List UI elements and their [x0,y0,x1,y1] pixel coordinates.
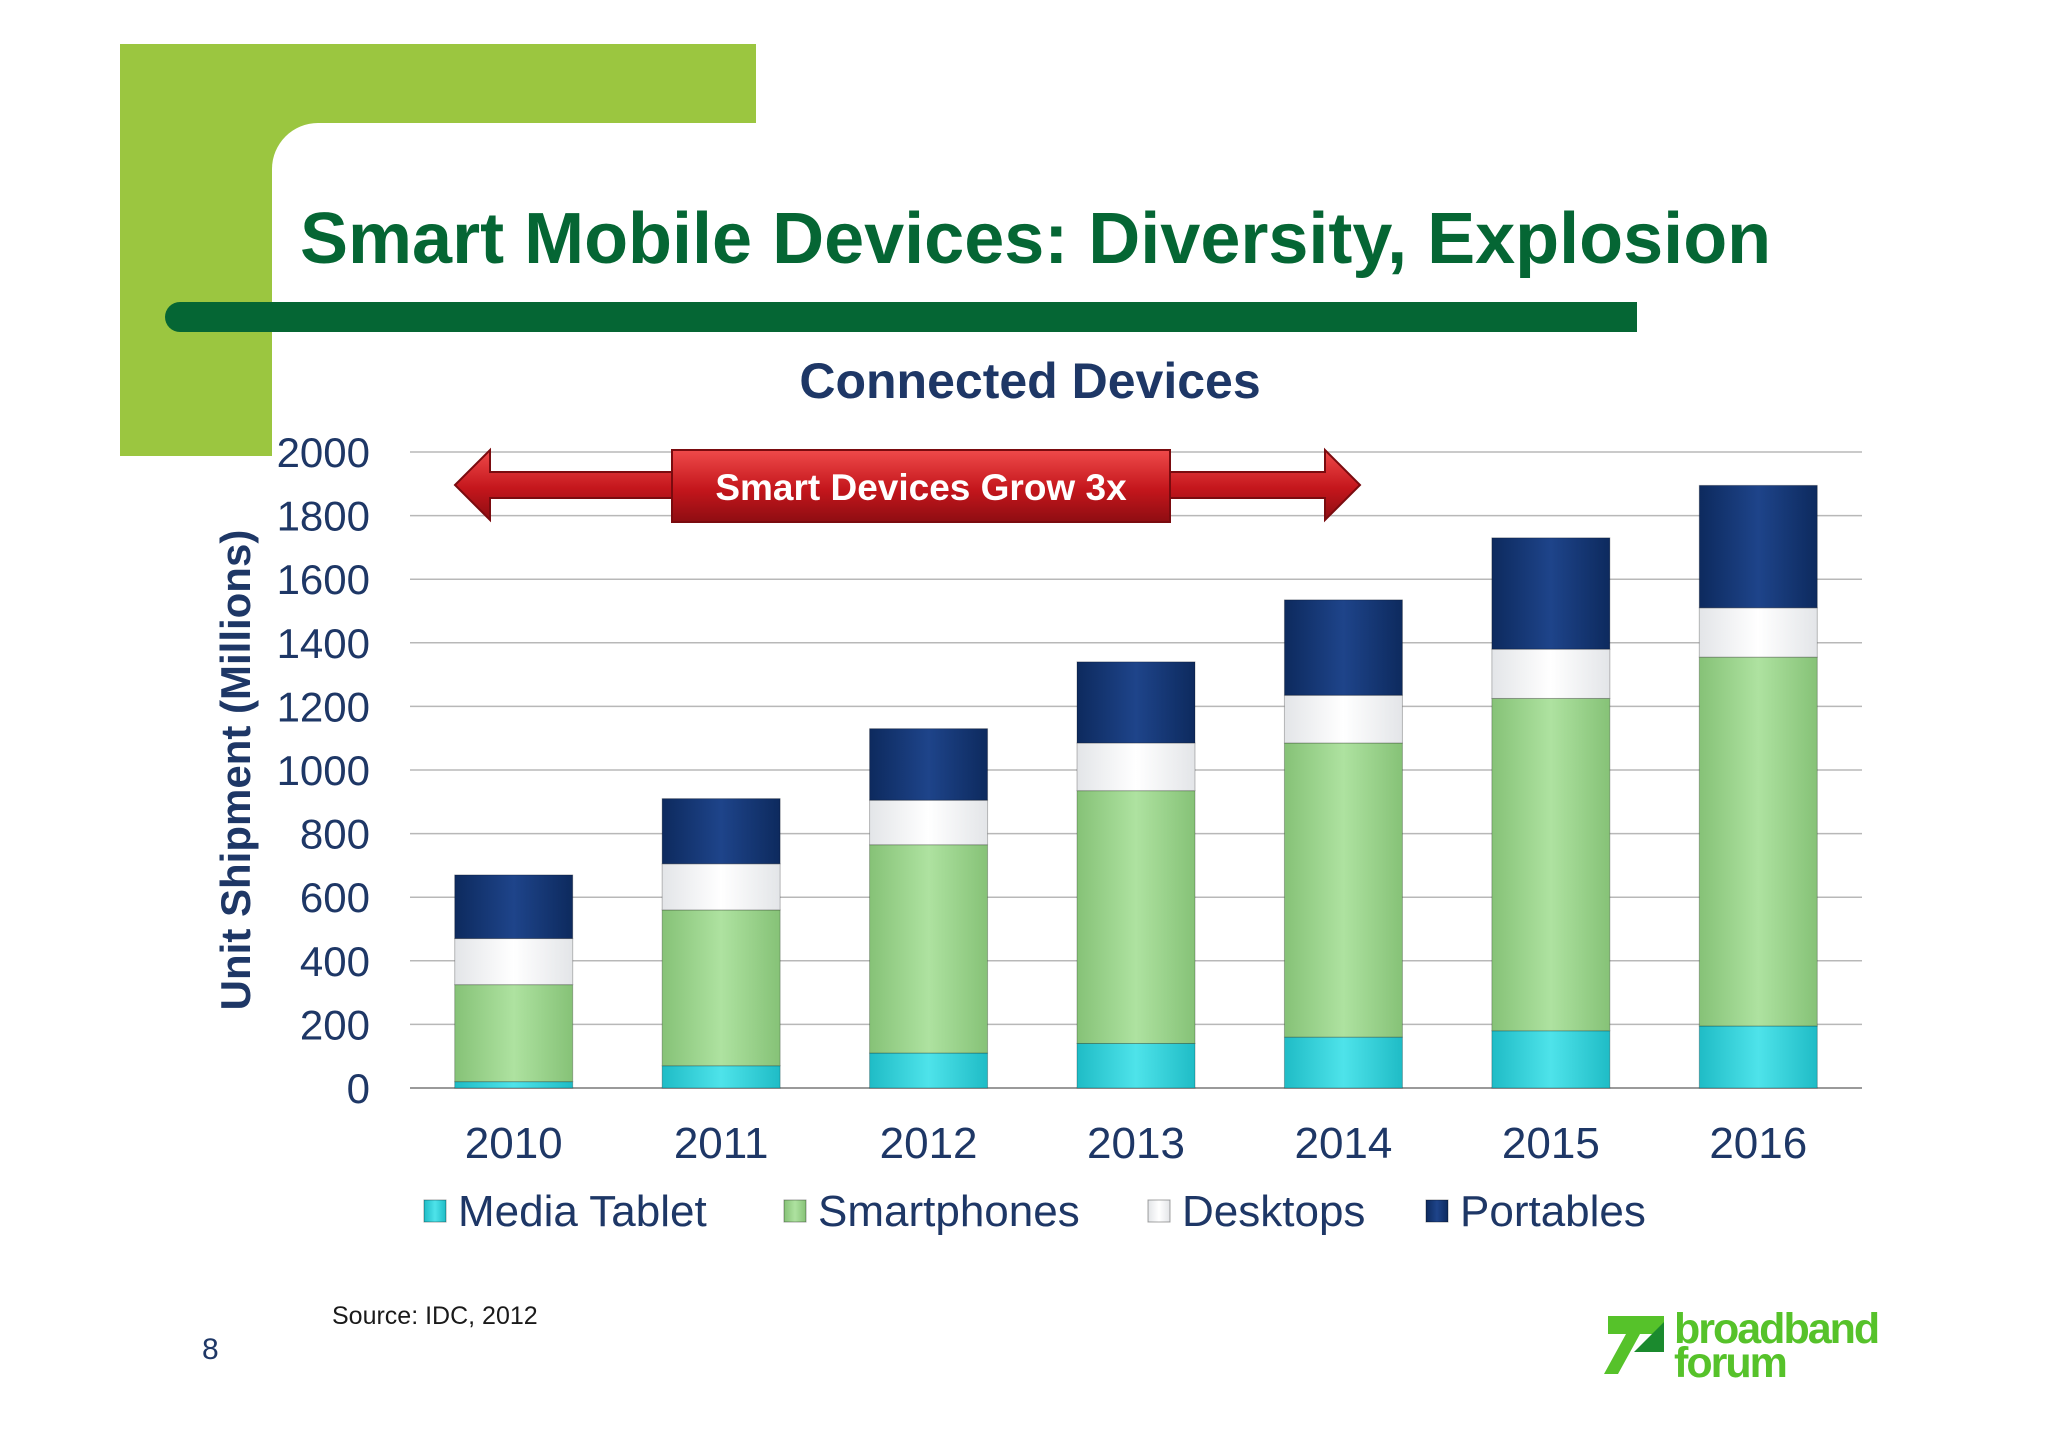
x-tick-label: 2011 [674,1119,769,1168]
x-tick-label: 2013 [1087,1119,1185,1168]
bar-smartphones-2012 [869,844,989,1054]
legend-swatch-media-tablet [423,1199,447,1223]
bar-portables-2013 [1076,661,1196,744]
y-tick-label: 1200 [277,683,370,730]
page-number: 8 [202,1333,219,1366]
y-tick-label: 1400 [277,620,370,667]
y-axis-label: Unit Shipment (Millions) [212,530,259,1011]
y-axis-ticks: 0 200 400 600 800 1000 1200 1400 1600 1800 2000 [277,429,370,1112]
bar-desktops-2013 [1076,742,1196,792]
bar-desktops-2010 [454,938,574,986]
x-tick-label: 2012 [880,1119,978,1168]
source-note: Source: IDC, 2012 [332,1302,538,1330]
x-tick-label: 2015 [1502,1119,1600,1168]
broadband-forum-logo: broadband forum [1604,1305,1914,1387]
y-tick-label: 800 [300,811,370,858]
growth-annotation: Smart Devices Grow 3x [453,447,1362,523]
bar-desktops-2012 [869,799,989,846]
bars [454,484,1818,1089]
chart-title: Connected Devices [799,353,1260,409]
slide-title: Smart Mobile Devices: Diversity, Explosi… [300,199,1772,279]
legend-swatch-desktops [1147,1199,1171,1223]
bar-portables-2012 [869,728,989,801]
title-underline-bar [165,302,1637,332]
bar-media-tablet-2010 [454,1081,574,1089]
growth-annotation-text: Smart Devices Grow 3x [715,467,1127,508]
bar-desktops-2016 [1698,607,1818,658]
bar-portables-2010 [454,874,574,940]
bar-smartphones-2011 [661,909,781,1067]
bar-smartphones-2010 [454,984,574,1083]
y-tick-label: 2000 [277,429,370,476]
legend: Media Tablet Smartphones Desktops Portables [423,1187,1646,1236]
y-tick-label: 1600 [277,556,370,603]
legend-label: Desktops [1182,1187,1365,1236]
y-tick-label: 1800 [277,493,370,540]
bar-media-tablet-2016 [1698,1025,1818,1089]
bar-portables-2011 [661,798,781,865]
bar-media-tablet-2014 [1283,1036,1403,1089]
broadband-forum-logo-mark [1604,1316,1664,1374]
bar-media-tablet-2015 [1491,1030,1611,1089]
bar-portables-2016 [1698,484,1818,609]
bar-smartphones-2016 [1698,656,1818,1027]
legend-label: Portables [1460,1187,1646,1236]
bar-desktops-2014 [1283,694,1403,744]
broadband-forum-logo-text: broadband forum [1674,1305,1880,1387]
legend-swatch-portables [1425,1199,1449,1223]
bar-portables-2015 [1491,537,1611,650]
bar-smartphones-2013 [1076,790,1196,1044]
legend-label: Smartphones [818,1187,1080,1236]
y-tick-label: 400 [300,938,370,985]
legend-swatch-smartphones [783,1199,807,1223]
bar-desktops-2011 [661,863,781,911]
y-tick-label: 600 [300,874,370,921]
y-tick-label: 0 [347,1065,370,1112]
growth-banner [671,449,1171,523]
bar-portables-2014 [1283,599,1403,696]
x-tick-label: 2016 [1709,1119,1807,1168]
bar-desktops-2015 [1491,648,1611,699]
bar-media-tablet-2013 [1076,1042,1196,1089]
x-tick-label: 2010 [465,1119,563,1168]
connected-devices-chart: Connected Devices 0 200 400 600 800 1000 1200 1… [212,353,1862,1236]
bar-media-tablet-2011 [661,1065,781,1089]
bar-media-tablet-2012 [869,1052,989,1089]
y-tick-label: 1000 [277,747,370,794]
y-tick-label: 200 [300,1001,370,1048]
x-tick-label: 2014 [1294,1119,1392,1168]
x-axis-ticks: 2010 2011 2012 2013 2014 2015 2016 [465,1119,1807,1168]
bar-smartphones-2014 [1283,742,1403,1038]
bar-smartphones-2015 [1491,697,1611,1032]
legend-label: Media Tablet [458,1187,707,1236]
